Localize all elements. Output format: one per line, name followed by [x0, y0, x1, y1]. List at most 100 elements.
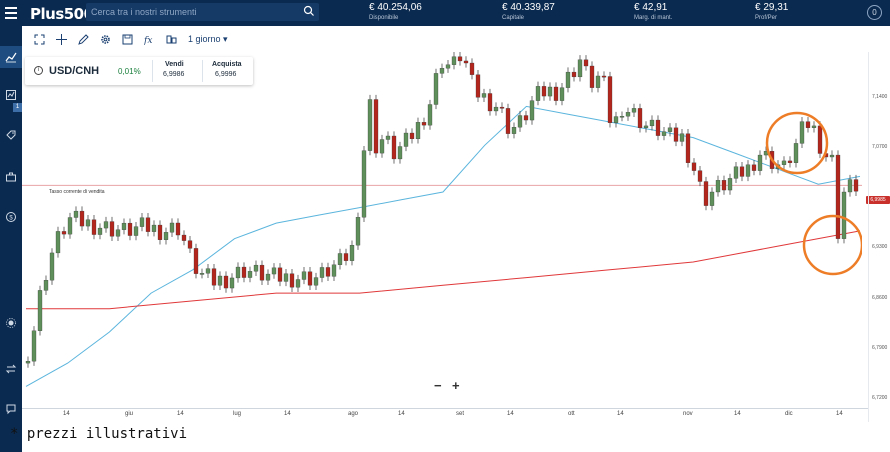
y-tick: 6,7200 — [872, 395, 888, 401]
stat-value: € 42,91 — [634, 2, 668, 13]
sidebar-item-portfolio[interactable] — [0, 166, 22, 188]
candle-body — [523, 115, 529, 121]
candle-body — [667, 127, 673, 132]
candle-body — [427, 104, 433, 126]
fullscreen-icon[interactable] — [28, 30, 50, 48]
dollar-icon: $ — [6, 212, 16, 222]
instrument-info-icon[interactable]: i — [34, 66, 43, 75]
candle-body — [673, 127, 679, 142]
candle-body — [367, 99, 373, 151]
period-selector[interactable]: 1 giorno ▾ — [188, 33, 228, 44]
search-input[interactable]: Cerca tra i nostri strumenti — [86, 3, 319, 21]
candle-body — [481, 93, 487, 98]
candle-body — [361, 150, 367, 218]
compare-icon[interactable] — [160, 30, 182, 48]
x-tick: 14 — [284, 411, 291, 417]
candle-body — [817, 125, 823, 154]
candle-body — [445, 64, 451, 69]
candle-body — [61, 231, 67, 235]
y-tick: 6,7900 — [872, 345, 888, 351]
x-tick: 14 — [617, 411, 624, 417]
sidebar-item-orders[interactable] — [0, 124, 22, 146]
hamburger-menu-icon[interactable] — [0, 0, 22, 26]
x-tick: ott — [568, 411, 575, 417]
candle-body — [499, 106, 505, 109]
sidebar-item-positions[interactable] — [0, 84, 22, 106]
candle-body — [115, 229, 121, 237]
info-icon[interactable]: 0 — [867, 5, 882, 20]
sell-price[interactable]: 6,9986 — [163, 71, 185, 78]
candle-body — [229, 277, 235, 289]
indicators-fx-icon[interactable]: fx — [138, 30, 160, 48]
candle-body — [607, 76, 613, 123]
candle-body — [547, 86, 553, 97]
candle-body — [391, 135, 397, 160]
candle-body — [565, 71, 571, 88]
candle-body — [631, 108, 637, 113]
candle-body — [835, 154, 841, 239]
zoom-in-button[interactable]: + — [452, 378, 460, 393]
candle-body — [577, 59, 583, 78]
candle-body — [49, 252, 55, 281]
candle-body — [541, 86, 547, 97]
stat-profitto: € 29,31 Prof/Per — [755, 1, 788, 22]
draw-pencil-icon[interactable] — [72, 30, 94, 48]
instrument-symbol: USD/CNH — [49, 65, 100, 77]
sidebar-item-chart[interactable] — [0, 46, 22, 68]
candle-body — [103, 221, 109, 229]
stat-label: Prof/Per — [755, 15, 778, 21]
candle-body — [571, 71, 577, 78]
x-tick: nov — [683, 411, 693, 417]
candle-body — [37, 290, 43, 331]
candle-body — [199, 273, 205, 275]
instrument-card[interactable]: i USD/CNH 0,01% Vendi 6,9986 Acquista 6,… — [25, 57, 253, 85]
candle-body — [781, 160, 787, 165]
chart-canvas[interactable] — [22, 52, 864, 402]
candle-body — [193, 248, 199, 274]
candle-body — [517, 115, 523, 128]
sidebar-item-theme[interactable] — [0, 312, 22, 334]
candle-body — [829, 154, 835, 158]
candle-body — [97, 227, 103, 235]
sun-icon — [6, 318, 16, 328]
stat-value: € 40.339,87 — [502, 2, 555, 13]
candle-body — [175, 222, 181, 236]
price-chart[interactable] — [22, 52, 864, 402]
search-icon[interactable] — [303, 5, 315, 17]
stat-disponibile: € 40.254,06 Disponibile — [369, 1, 422, 22]
candle-body — [235, 266, 241, 279]
candle-body — [601, 75, 607, 78]
candle-body — [217, 275, 223, 286]
candle-body — [679, 133, 685, 142]
candle-body — [799, 121, 805, 144]
save-icon[interactable] — [116, 30, 138, 48]
candle-body — [319, 267, 325, 278]
candle-body — [169, 222, 175, 233]
sidebar-item-chat[interactable] — [0, 398, 22, 420]
candle-body — [67, 217, 73, 235]
candle-body — [253, 264, 259, 272]
divider — [202, 60, 203, 82]
candle-body — [793, 143, 799, 163]
sidebar-item-switch[interactable] — [0, 358, 22, 380]
candle-body — [487, 93, 493, 112]
candle-body — [163, 232, 169, 240]
sell-label: Vendi — [165, 61, 184, 68]
candle-body — [109, 221, 115, 237]
crosshair-icon[interactable] — [50, 30, 72, 48]
candle-body — [751, 164, 757, 171]
candle-body — [721, 180, 727, 191]
candle-body — [583, 59, 589, 67]
buy-price[interactable]: 6,9996 — [215, 71, 237, 78]
candle-body — [613, 116, 619, 123]
stat-capitale: € 40.339,87 Capitale — [502, 1, 555, 22]
candle-body — [463, 60, 469, 64]
buy-label: Acquista — [212, 61, 242, 68]
candle-body — [301, 271, 307, 280]
sidebar-item-funds[interactable]: $ — [0, 206, 22, 228]
candle-body — [661, 131, 667, 136]
settings-gear-icon[interactable] — [94, 30, 116, 48]
candle-body — [265, 273, 271, 281]
zoom-out-button[interactable]: − — [434, 378, 442, 393]
candle-body — [841, 191, 847, 239]
